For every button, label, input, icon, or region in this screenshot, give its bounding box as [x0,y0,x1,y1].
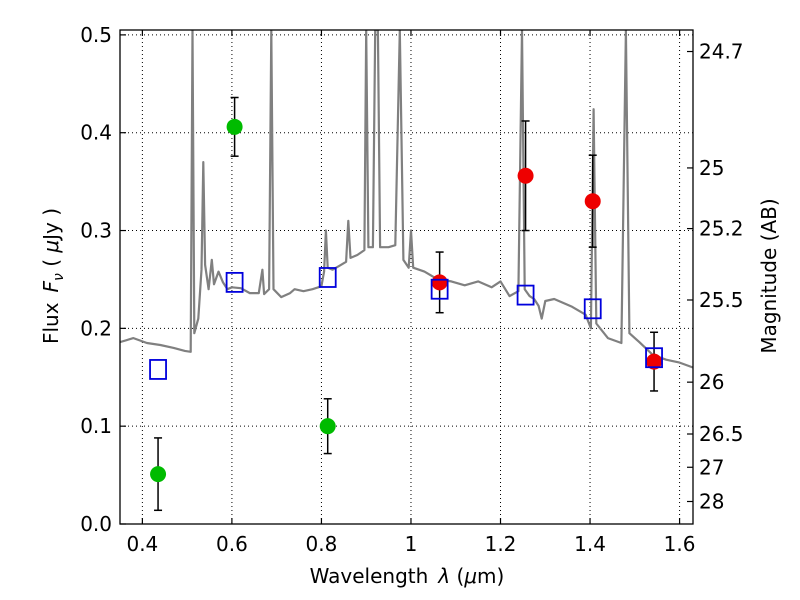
y-tick-label: 0.1 [80,414,112,438]
y2-axis-label: Magnitude (AB) [757,198,781,353]
y-tick-label: 0.2 [80,316,112,340]
data-point-circle [226,118,243,135]
y-axis-ticks: 0.0 0.1 0.2 0.3 0.4 0.5 [80,23,126,536]
x-tick-label: 1.4 [574,532,606,556]
y-axis-unit-mu: μ [39,240,63,254]
x-tick-label: 0.6 [216,532,248,556]
data-point-circle [517,167,534,184]
data-point-circle [431,274,448,291]
data-point-square [645,347,663,369]
y2-tick-label: 27 [699,455,724,479]
y-tick-label: 0.0 [80,512,112,536]
y-axis-symbol: F [39,280,63,292]
y2-tick-label: 24.7 [699,40,744,64]
x-tick-label: 0.8 [306,532,338,556]
y-tick-label: 0.4 [80,121,112,145]
x-axis-ticks: 0.4 0.6 0.8 1 1.2 1.4 1.6 [126,30,695,556]
x-axis-label-text: Wavelength [310,564,429,588]
y-axis-label-text: Flux [39,302,63,344]
y2-tick-label: 25.5 [699,288,744,312]
data-point-circle [646,353,663,370]
y2-tick-label: 28 [699,490,724,514]
spectrum [120,30,693,369]
x-axis-symbol: λ [437,564,450,588]
data-point-square [225,271,244,293]
data-point-circle [319,418,336,435]
data-point-square [583,298,602,320]
x-tick-label: 1.2 [485,532,517,556]
x-axis-unit-mu: μ [463,564,477,588]
plot-frame [119,29,694,525]
x-axis-unit-close: m) [477,564,504,588]
y-axis-symbol-sub: ν [51,273,67,281]
data-point-square [318,267,337,288]
y-axis-unit-open: ( [39,253,63,274]
data-points [149,96,663,512]
data-point-square [430,278,449,300]
y-tick-label: 0.3 [80,219,112,243]
y2-tick-label: 25 [699,156,724,180]
x-axis-unit-open: ( [450,564,464,588]
data-point-square [149,359,167,380]
data-point-circle [150,466,167,483]
y-axis-unit-close: Jy ) [39,208,63,242]
y2-tick-label: 26.5 [699,422,744,446]
y-tick-label: 0.5 [80,23,112,47]
x-tick-label: 1.6 [664,532,696,556]
x-tick-label: 0.4 [126,532,158,556]
x-tick-label: 1 [405,532,418,556]
spectrum-line [120,30,693,369]
data-point-circle [584,193,601,210]
x-axis-label: Wavelength λ (μm) [310,564,505,588]
y2-tick-label: 26 [699,370,724,394]
y2-axis-ticks: 24.7 25 25.2 25.5 26 26.5 27 28 [687,40,744,514]
y2-tick-label: 25.2 [699,217,744,241]
data-point-square [516,284,535,306]
y-axis-label: Flux Fν ( μJy ) [39,208,67,344]
